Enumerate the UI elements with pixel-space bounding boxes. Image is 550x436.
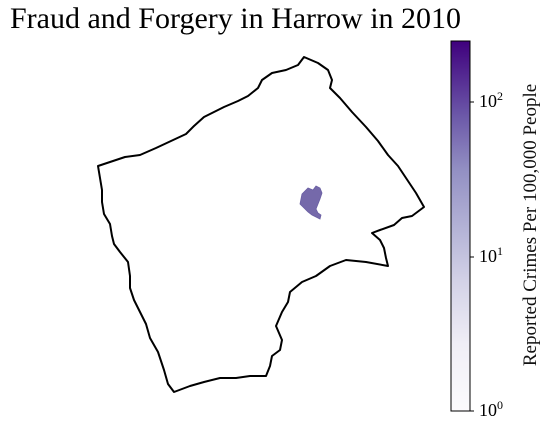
colorbar: [450, 40, 471, 412]
map-title: Fraud and Forgery in Harrow in 2010: [10, 2, 462, 35]
colorbar-tick-label: 102: [479, 89, 503, 111]
highlighted-ward: [299, 185, 323, 220]
colorbar-tick-label: 101: [479, 244, 503, 266]
colorbar-tick-label: 100: [479, 398, 503, 420]
borough-outline: [97, 56, 425, 393]
colorbar-label: Reported Crimes Per 100,000 People: [520, 83, 541, 367]
